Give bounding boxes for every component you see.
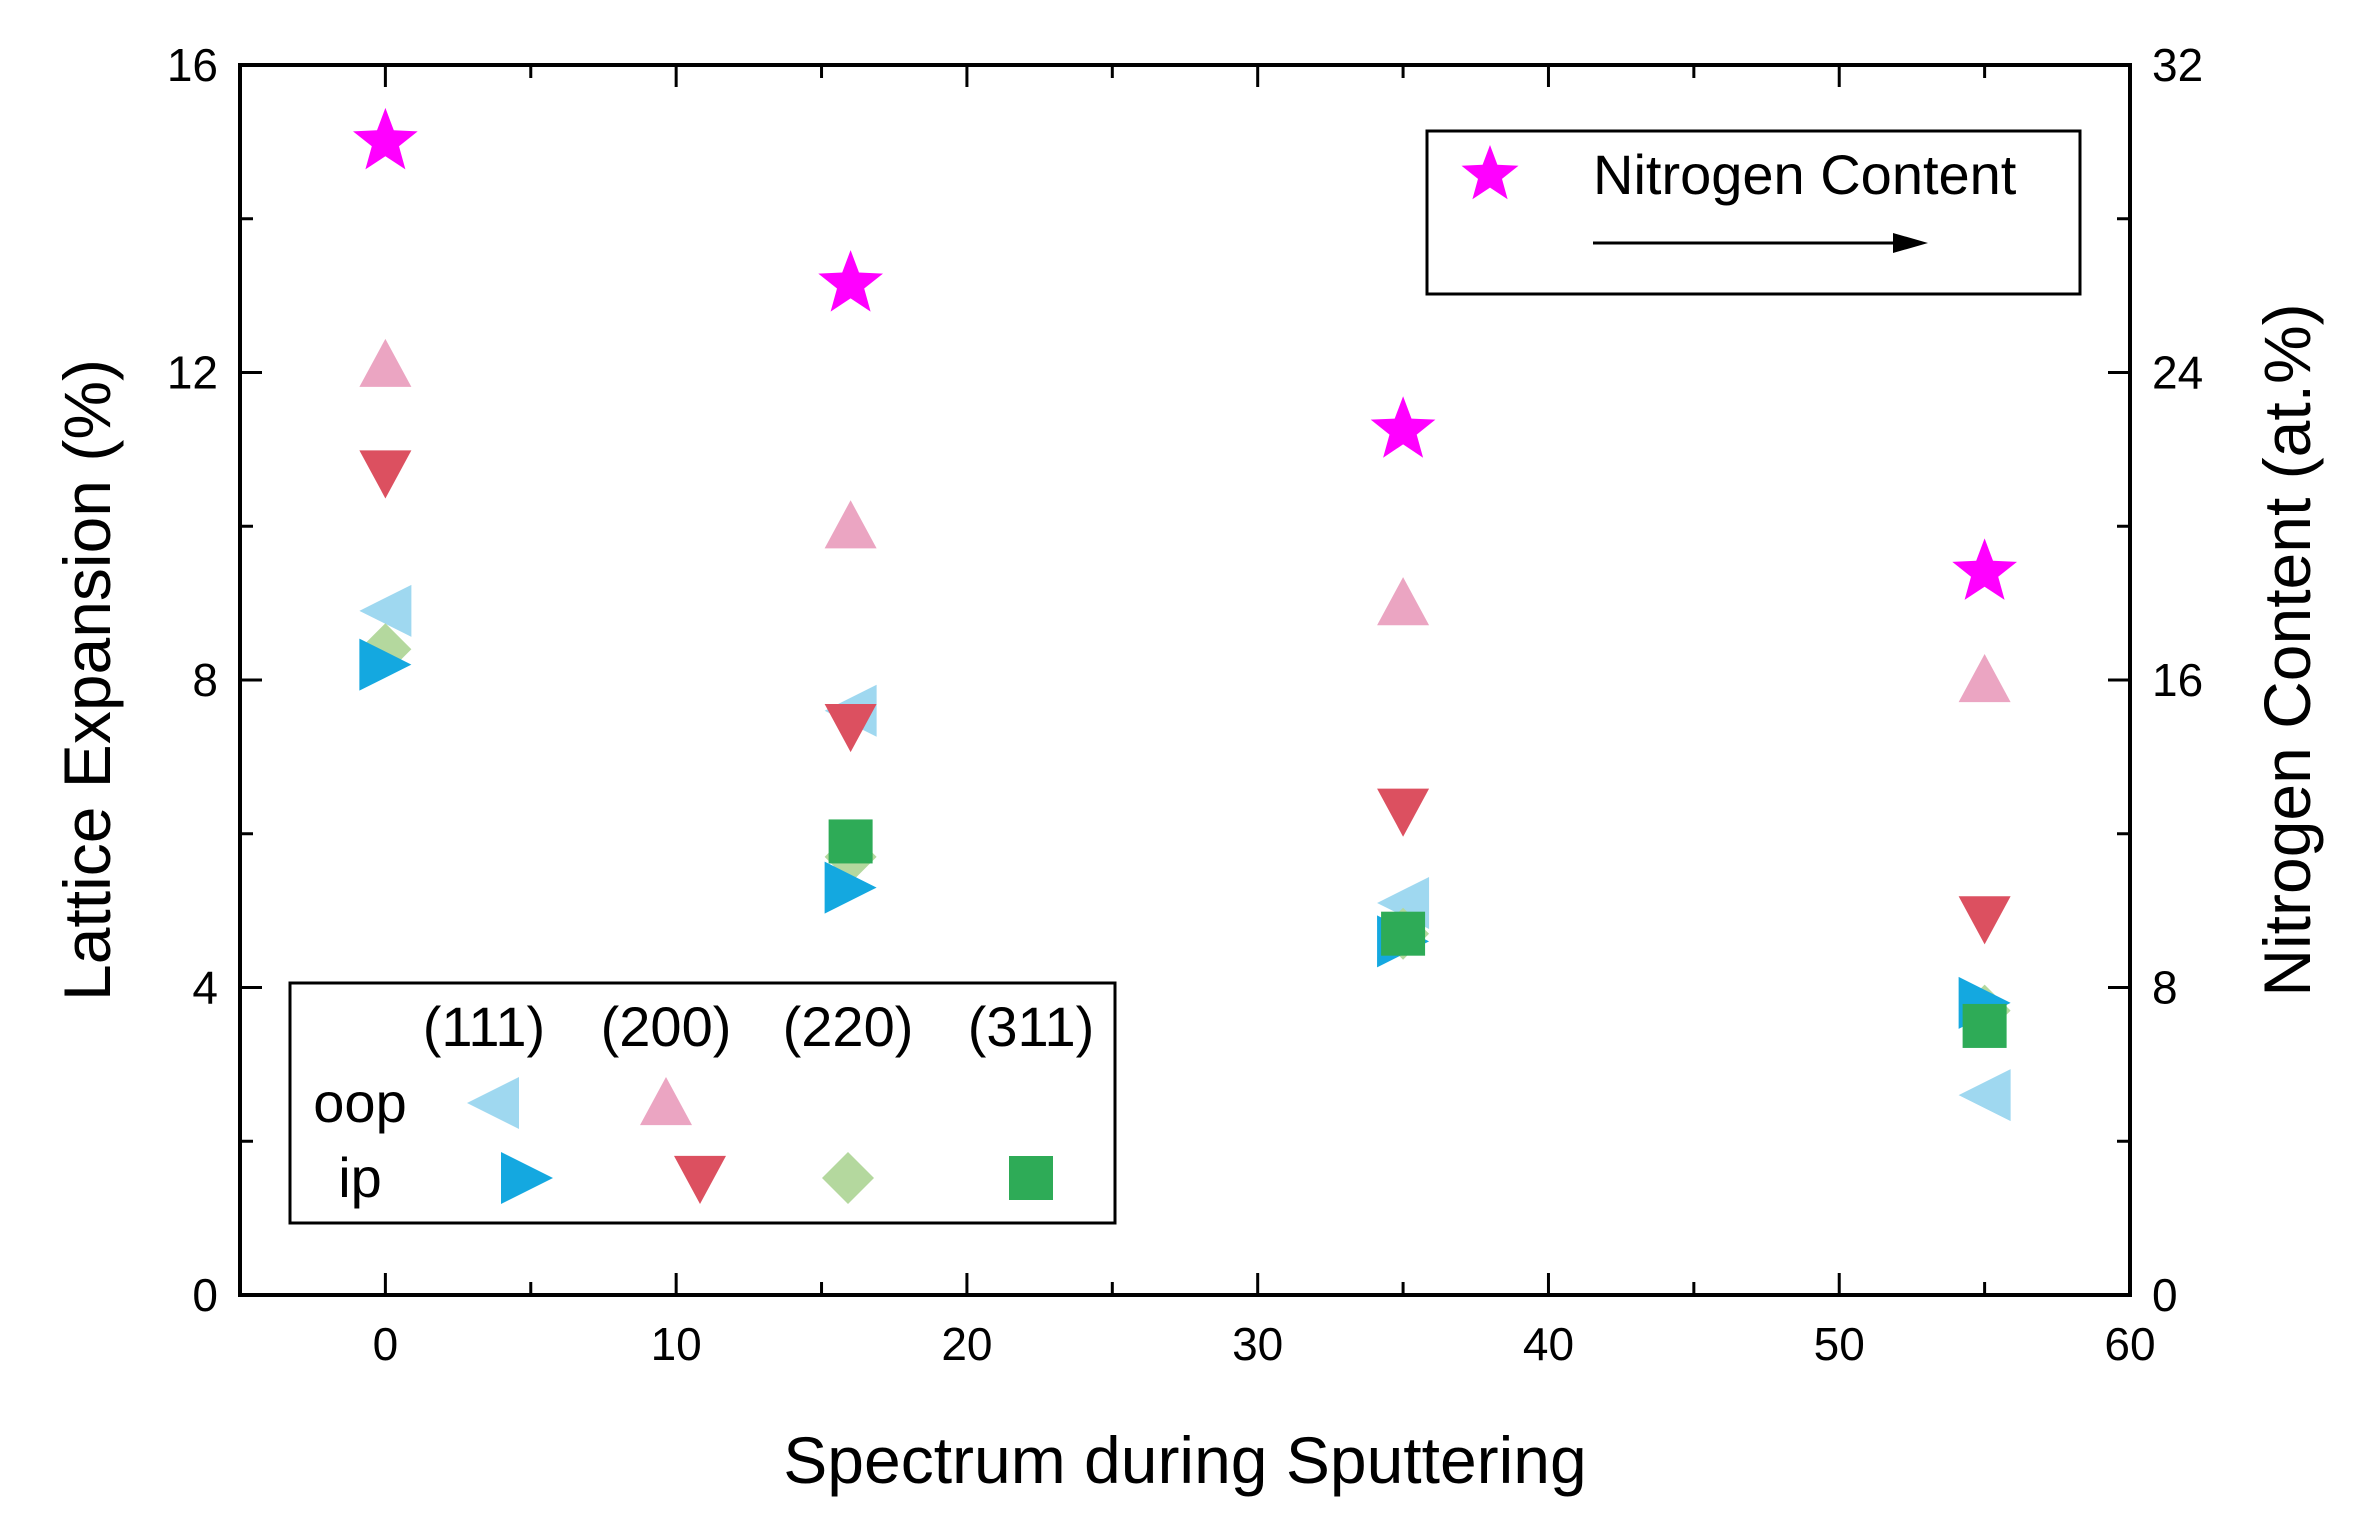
legend-nitrogen-label: Nitrogen Content	[1593, 143, 2017, 206]
point-ip-200	[1377, 788, 1430, 837]
legend-row-oop: oop	[313, 1071, 406, 1134]
legend-marker-oop-111	[467, 1077, 519, 1129]
axis-ticks	[238, 63, 2132, 1297]
x-tick-label: 40	[1523, 1318, 1574, 1370]
legend-nitrogen-box	[1425, 129, 2082, 296]
legend-star-icon	[1461, 145, 1519, 200]
x-tick-label: 50	[1814, 1318, 1865, 1370]
x-tick-label: 10	[651, 1318, 702, 1370]
x-tick-label: 60	[2104, 1318, 2155, 1370]
legend-col-220: (220)	[783, 995, 914, 1058]
point-nitrogen-content	[1370, 396, 1436, 458]
x-tick-label: 30	[1232, 1318, 1283, 1370]
y-tick-label: 4	[192, 962, 218, 1014]
y2-tick-label: 24	[2152, 347, 2203, 399]
point-ip-200	[359, 450, 412, 499]
point-oop-200	[1958, 654, 2011, 703]
x-tick-label: 0	[373, 1318, 399, 1370]
y-axis-title: Lattice Expansion (%)	[50, 359, 124, 1001]
data-points	[353, 107, 2017, 1122]
point-ip-200	[1958, 896, 2011, 945]
point-ip-111	[359, 638, 412, 691]
point-oop-200	[1377, 577, 1430, 626]
legend-col-311: (311)	[968, 995, 1095, 1058]
point-ip-200	[824, 704, 877, 753]
y2-axis-title: Nitrogen Content (at.%)	[2250, 303, 2324, 996]
legend-arrow-icon	[1893, 233, 1928, 253]
y-tick-label: 0	[192, 1269, 218, 1321]
y2-tick-label: 8	[2152, 962, 2178, 1014]
legend-marker-oop-200	[640, 1077, 692, 1126]
point-ip-111	[824, 861, 877, 914]
legend-col-200: (200)	[601, 995, 732, 1058]
x-tick-label: 20	[941, 1318, 992, 1370]
point-oop-111	[359, 584, 412, 637]
y2-tick-label: 16	[2152, 654, 2203, 706]
legend-markers	[467, 1077, 1053, 1204]
legend-marker-ip-200	[674, 1155, 726, 1204]
point-oop-200	[824, 500, 877, 549]
legend-row-ip: ip	[338, 1146, 382, 1209]
legend-col-111: (111)	[423, 995, 545, 1058]
y2-tick-label: 32	[2152, 39, 2203, 91]
y-tick-label: 12	[167, 347, 218, 399]
point-nitrogen-content	[1952, 538, 2017, 600]
legend-nitrogen: Nitrogen Content	[1425, 129, 2082, 296]
point-ip-311	[828, 819, 873, 864]
legend-marker-ip-311	[1009, 1156, 1053, 1200]
legend-planes: (111) (200) (220) (311) oop ip	[288, 981, 1117, 1225]
point-nitrogen-content	[818, 250, 883, 312]
point-oop-111	[1958, 1069, 2011, 1122]
legend-marker-ip-220	[822, 1152, 874, 1204]
y-tick-label: 8	[192, 654, 218, 706]
x-axis-title: Spectrum during Sputtering	[783, 1423, 1586, 1497]
point-nitrogen-content	[353, 107, 418, 170]
point-oop-200	[359, 338, 412, 387]
point-ip-311	[1962, 1003, 2007, 1048]
y2-tick-label: 0	[2152, 1269, 2178, 1321]
point-ip-311	[1381, 911, 1426, 956]
y-tick-label: 16	[167, 39, 218, 91]
legend-marker-ip-111	[501, 1152, 553, 1204]
